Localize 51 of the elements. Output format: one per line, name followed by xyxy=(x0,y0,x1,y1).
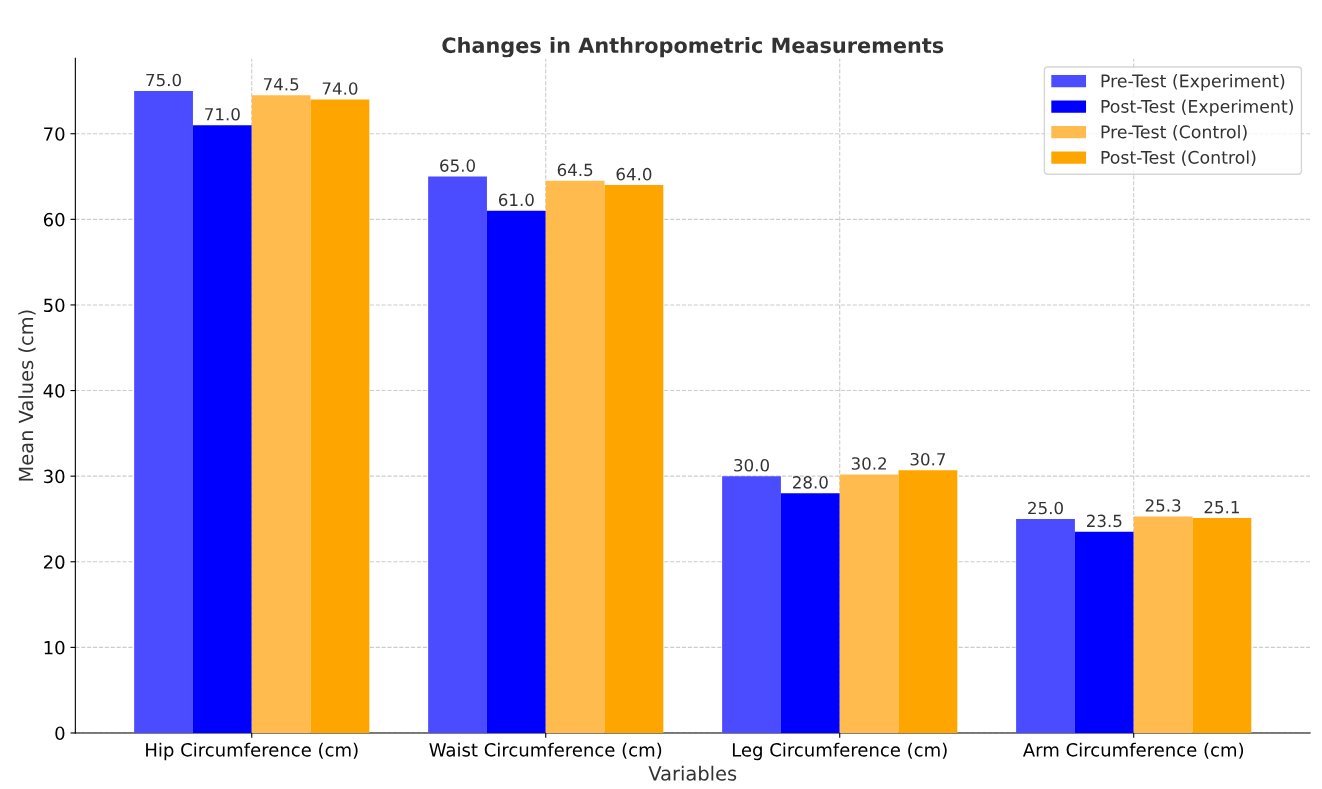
x-tick-label: Arm Circumference (cm) xyxy=(1022,742,1244,759)
bar xyxy=(310,99,370,733)
bar xyxy=(486,210,546,733)
bar xyxy=(1016,518,1075,733)
bar xyxy=(780,493,840,733)
y-axis-title: Mean Values (cm) xyxy=(18,310,36,481)
legend-label: Pre-Test (Experiment) xyxy=(1101,74,1285,91)
legend-label: Post-Test (Experiment) xyxy=(1101,99,1293,117)
bar xyxy=(898,470,958,733)
bar xyxy=(545,180,605,733)
data-label: 25.3 xyxy=(1145,499,1181,512)
y-tick-label: 30 xyxy=(44,469,65,484)
x-tick-label: Hip Circumference (cm) xyxy=(146,742,358,761)
bar xyxy=(134,90,193,733)
bar xyxy=(722,476,781,733)
y-tick-label: 60 xyxy=(43,212,65,227)
data-label: 64.0 xyxy=(616,167,652,181)
data-label: 30.2 xyxy=(851,457,887,470)
legend-label: Post-Test (Control) xyxy=(1101,150,1256,166)
data-label: 74.5 xyxy=(263,78,299,91)
x-axis-title: Variables xyxy=(648,765,737,781)
data-label: 25.1 xyxy=(1204,500,1239,514)
bar xyxy=(604,185,664,733)
y-tick-label: 20 xyxy=(43,555,65,569)
data-label: 25.0 xyxy=(1028,501,1063,515)
data-label: 28.0 xyxy=(792,476,828,489)
y-tick-label: 0 xyxy=(55,726,65,741)
y-tick-label: 10 xyxy=(44,640,65,655)
bar xyxy=(839,474,899,733)
data-label: 75.0 xyxy=(146,73,181,87)
data-label: 64.5 xyxy=(557,163,593,177)
bar xyxy=(1192,518,1252,733)
y-tick-label: 70 xyxy=(44,127,65,141)
data-label: 65.0 xyxy=(440,159,475,172)
x-tick-label: Waist Circumference (cm) xyxy=(429,742,662,759)
data-label: 71.0 xyxy=(205,107,240,121)
bar xyxy=(1074,531,1134,733)
bar xyxy=(251,95,311,733)
data-label: 23.5 xyxy=(1086,514,1122,528)
y-tick-label: 40 xyxy=(43,384,65,398)
bar xyxy=(192,125,252,733)
chart-title: Changes in Anthropometric Measurements xyxy=(442,37,944,58)
bar xyxy=(428,176,487,733)
data-label: 61.0 xyxy=(498,193,534,207)
y-tick-label: 50 xyxy=(44,298,65,313)
bar xyxy=(1133,516,1193,733)
data-label: 74.0 xyxy=(322,82,358,95)
data-label: 30.0 xyxy=(734,458,769,472)
legend-label: Pre-Test (Control) xyxy=(1101,124,1247,141)
x-tick-label: Leg Circumference (cm) xyxy=(732,742,947,761)
data-label: 30.7 xyxy=(910,452,946,466)
